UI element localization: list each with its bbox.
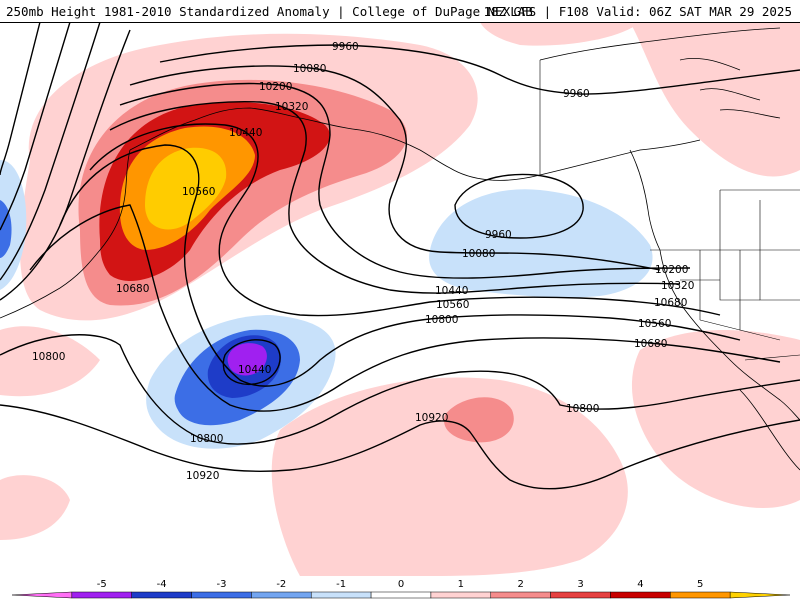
coastlines: [0, 27, 800, 471]
contour-10320: [109, 101, 681, 294]
colorbar-cell: [610, 591, 671, 599]
arctic-coast: [539, 27, 781, 61]
colorbar-cell: [131, 591, 192, 599]
political-borders: [539, 60, 800, 361]
anomaly-plus1-south: [271, 377, 628, 576]
anomaly-plus1-sw: [0, 475, 70, 540]
contour-label: 10200: [259, 81, 292, 93]
anomaly-plus1-se: [631, 330, 800, 509]
colorbar-tick-label: 4: [637, 579, 643, 590]
anomaly-minus2-west-edge: [0, 200, 12, 258]
colorbar-tick-label: -3: [216, 579, 226, 590]
contour-10200: [119, 82, 691, 279]
anomaly-minus4: [227, 343, 267, 376]
contour-10080: [129, 65, 661, 271]
contour-west-4: [0, 29, 131, 301]
contour-9960-low: [454, 173, 584, 239]
colorbar-cell: [71, 591, 132, 599]
west-coast-us: [659, 249, 800, 421]
contour-label: 10560: [182, 186, 215, 198]
contour-label: 10800: [190, 433, 223, 445]
colorbar-cell: [11, 591, 73, 599]
contour-label: 10680: [654, 297, 687, 309]
colorbar-cell: [310, 591, 372, 599]
contour-label: 10920: [415, 412, 448, 424]
contour-label: 10800: [425, 314, 458, 326]
contour-10920: [0, 404, 800, 490]
colorbar-cell: [430, 591, 492, 599]
colorbar-tick-label: 3: [577, 579, 583, 590]
colorbar-cell: [670, 591, 731, 599]
map-area: 9960 9960 10080 10200 10320 10440 10560 …: [0, 22, 800, 576]
contour-label: 10440: [238, 364, 271, 376]
contour-10680: [29, 204, 781, 412]
contour-label: 10080: [462, 248, 495, 260]
contour-label: 10800: [32, 351, 65, 363]
model-valid-time: 18Z GFS | F108 Valid: 06Z SAT MAR 29 202…: [483, 4, 792, 19]
title-bar: 250mb Height 1981-2010 Standardized Anom…: [0, 0, 800, 23]
contour-label-10800-east: 10800: [566, 403, 599, 415]
colorbar-cell: [729, 591, 791, 599]
map-title: 250mb Height 1981-2010 Standardized Anom…: [6, 4, 533, 19]
anomaly-plus1-east: [630, 22, 800, 177]
colorbar-cell: [550, 591, 611, 599]
contour-label: 10320: [661, 280, 694, 292]
contour-label-10680-east: 10680: [634, 338, 667, 350]
contour-label: 10680: [116, 283, 149, 295]
contour-label-10560-east: 10560: [638, 318, 671, 330]
contour-label: 9960: [485, 229, 512, 241]
anomaly-plus1-ne: [480, 22, 640, 46]
contour-west-2: [0, 22, 71, 231]
colorbar-tick-label: -4: [157, 579, 167, 590]
contour-label: 10560: [436, 299, 469, 311]
colorbar-cell: [191, 591, 252, 599]
contour-9960-north: [159, 44, 800, 95]
contour-west-1: [0, 22, 41, 176]
state-line-4: [759, 250, 800, 301]
colorbar-cell: [490, 591, 551, 599]
contour-10440-low: [222, 339, 281, 386]
contour-10800: [0, 334, 800, 445]
state-line-2: [719, 250, 760, 301]
contour-label: 10320: [275, 101, 308, 113]
colorbar-ticks: -5 -4 -3 -2 -1 0 1 2 3 4 5: [97, 579, 704, 590]
colorbar-tick-label: 0: [398, 579, 404, 590]
colorbar-tick-label: -5: [97, 579, 107, 590]
contour-label: 10080: [293, 63, 326, 75]
colorbar-cell: [251, 591, 312, 599]
west-coast-canada: [629, 149, 661, 251]
contour-label: 9960: [563, 88, 590, 100]
state-line-6: [699, 319, 741, 331]
height-contours: [0, 22, 800, 490]
contour-label: 10200: [655, 264, 688, 276]
colorbar-tick-label: 1: [458, 579, 464, 590]
colorbar: -5 -4 -3 -2 -1 0 1 2 3 4 5: [0, 576, 800, 600]
positive-anomaly-shading: [0, 22, 800, 576]
us-mexico-border: [744, 354, 800, 361]
contour-label: 10440: [435, 285, 468, 297]
contour-labels-extra: 10560 10680 10800: [566, 318, 671, 415]
colorbar-tick-label: -2: [276, 579, 286, 590]
colorbar-cell: [370, 591, 432, 599]
contour-west-3: [0, 22, 101, 281]
contour-10440-main: [89, 123, 721, 317]
colorbar-tick-label: 5: [697, 579, 703, 590]
contour-label: 10920: [186, 470, 219, 482]
alaska-aleutians: [0, 149, 131, 319]
contour-labels: 9960 9960 10080 10200 10320 10440 10560 …: [32, 41, 694, 482]
canada-islands: [679, 57, 781, 119]
colorbar-cells: [11, 591, 791, 599]
baja-coast: [739, 389, 800, 471]
contour-10560: [59, 144, 741, 387]
contour-label: 10440: [229, 127, 262, 139]
anomaly-plus5: [145, 147, 227, 230]
contour-label: 9960: [332, 41, 359, 53]
colorbar-tick-label: -1: [336, 579, 346, 590]
anomaly-plus2-south: [444, 397, 514, 443]
anomaly-minus1-west-edge: [0, 160, 27, 290]
colorbar-tick-label: 2: [518, 579, 524, 590]
